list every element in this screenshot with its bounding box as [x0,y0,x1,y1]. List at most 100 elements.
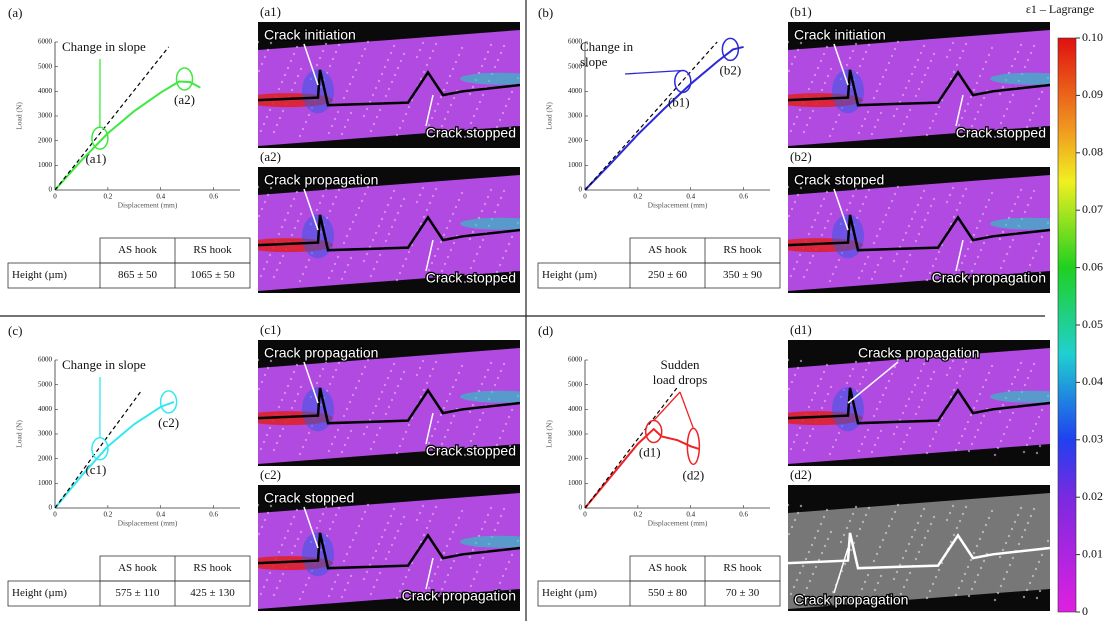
speckle [432,368,434,370]
speckle [461,47,463,49]
speckle [341,596,343,598]
speckle [809,435,811,437]
speckle [388,88,390,90]
speckle [906,261,908,263]
speckle [508,243,510,245]
speckle [911,536,913,538]
speckle [1002,549,1004,551]
speckle [929,590,931,592]
speckle [846,64,848,66]
speckle [796,579,798,581]
speckle [1032,257,1034,259]
table-row-label: Height (µm) [542,587,597,599]
speckle [373,268,375,270]
speckle [893,433,895,435]
speckle [1009,101,1011,103]
speckle [799,254,801,256]
speckle [279,117,281,119]
speckle [376,579,378,581]
speckle [915,558,917,560]
speckle [503,45,505,47]
marker-label: (d1) [639,445,661,460]
speckle [903,123,905,125]
x-tick-label: 0.4 [156,193,165,201]
speckle [481,210,483,212]
speckle [959,520,961,522]
speckle [375,87,377,89]
speckle [1014,376,1016,378]
speckle [914,211,916,213]
speckle [1020,189,1022,191]
speckle [258,70,260,72]
speckle [484,376,486,378]
speckle [923,190,925,192]
speckle [808,233,810,235]
speckle [1012,412,1014,414]
table-header: RS hook [193,562,232,574]
speckle [1014,521,1016,523]
speckle [405,258,407,260]
speckle [363,578,365,580]
y-tick-label: 3000 [38,112,53,120]
speckle [316,382,318,384]
speckle [390,515,392,517]
speckle [824,400,826,402]
speckle [956,382,958,384]
speckle [952,42,954,44]
speckle [260,593,262,595]
reference-line [55,390,142,508]
speckle [384,384,386,386]
speckle [897,186,899,188]
speckle [435,506,437,508]
x-tick-label: 0.4 [686,511,695,519]
speckle [918,551,920,553]
table-header: AS hook [118,562,157,574]
speckle [1002,231,1004,233]
speckle [443,552,445,554]
speckle [1029,119,1031,121]
speckle [861,270,863,272]
speckle [909,427,911,429]
speckle [278,406,280,408]
speckle [885,214,887,216]
speckle [281,226,283,228]
speckle [352,76,354,78]
speckle [821,234,823,236]
speckle [882,394,884,396]
speckle [888,525,890,527]
speckle [455,206,457,208]
speckle [494,529,496,531]
speckle [450,104,452,106]
speckle [832,273,834,275]
speckle [422,187,424,189]
speckle [446,82,448,84]
speckle [812,110,814,112]
speckle [423,71,425,73]
speckle [817,67,819,69]
speckle [871,133,873,135]
speckle [399,127,401,129]
speckle [1011,210,1013,212]
speckle [273,131,275,133]
speckle [346,553,348,555]
speckle [1002,86,1004,88]
speckle [933,516,935,518]
speckle [849,57,851,59]
speckle [864,263,866,265]
speckle [894,511,896,513]
speckle [446,545,448,547]
speckle [434,255,436,257]
speckle [820,523,822,525]
speckle [885,387,887,389]
speckle [924,74,926,76]
x-tick-label: 0.6 [209,511,218,519]
speckle [502,575,504,577]
speckle [877,582,879,584]
speckle [829,280,831,282]
speckle [334,581,336,583]
speckle [1039,590,1041,592]
speckle [461,510,463,512]
speckle [893,260,895,262]
speckle [296,509,298,511]
speckle [911,73,913,75]
